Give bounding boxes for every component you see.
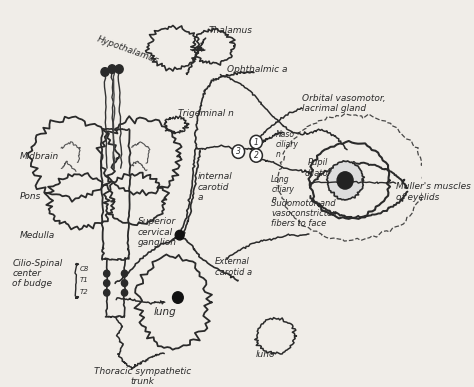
Text: T2: T2 [80,289,89,295]
Text: Hypothalamus: Hypothalamus [96,34,161,65]
Circle shape [121,289,128,296]
Text: internal
carotid
a: internal carotid a [198,172,232,202]
Text: Superior
cervical
ganglion: Superior cervical ganglion [138,217,177,247]
Text: 2: 2 [254,151,259,160]
Polygon shape [146,26,201,71]
Text: luno: luno [255,350,275,360]
Polygon shape [103,173,169,225]
Circle shape [337,172,353,189]
Text: Midbrain: Midbrain [19,152,59,161]
Text: Thoracic sympathetic
trunk: Thoracic sympathetic trunk [94,366,191,386]
Text: Thalamus: Thalamus [209,26,253,35]
Polygon shape [45,173,115,230]
Text: lung: lung [153,307,176,317]
Circle shape [104,289,110,296]
Text: Ophthalmic a: Ophthalmic a [227,65,287,74]
Text: Medulla: Medulla [19,231,55,240]
Circle shape [115,65,123,74]
Text: T1: T1 [80,277,89,283]
Circle shape [121,270,128,277]
Text: C8: C8 [80,265,90,272]
Text: Pupil
dilator: Pupil dilator [305,158,332,178]
Circle shape [121,280,128,286]
Text: Orbital vasomotor,
lacrimal gland: Orbital vasomotor, lacrimal gland [302,94,386,113]
Text: Muller's muscles
of eyelids: Muller's muscles of eyelids [396,182,471,202]
Text: Naso
ciliary
n: Naso ciliary n [276,130,299,159]
Circle shape [108,65,116,74]
Text: Long
ciliary
n: Long ciliary n [271,175,294,204]
Circle shape [173,292,183,303]
Text: Sudomotor and
vasoconstrictor
fibers to face: Sudomotor and vasoconstrictor fibers to … [271,199,336,228]
Text: Pons: Pons [19,192,41,201]
Polygon shape [135,254,212,350]
Circle shape [175,230,184,240]
Text: 3: 3 [236,147,241,156]
Circle shape [232,145,245,158]
Circle shape [250,149,263,162]
Text: 1: 1 [254,137,259,147]
Polygon shape [327,161,365,200]
Polygon shape [309,141,390,219]
Circle shape [250,135,263,149]
Polygon shape [28,116,119,202]
Circle shape [104,280,110,286]
Circle shape [104,270,110,277]
Text: External
carotid a: External carotid a [215,257,252,277]
Polygon shape [191,28,235,65]
Text: Trigeminal n: Trigeminal n [178,109,234,118]
Circle shape [101,68,109,76]
Polygon shape [97,116,182,195]
Text: Cilio-Spinal
center
of budge: Cilio-Spinal center of budge [12,259,63,288]
